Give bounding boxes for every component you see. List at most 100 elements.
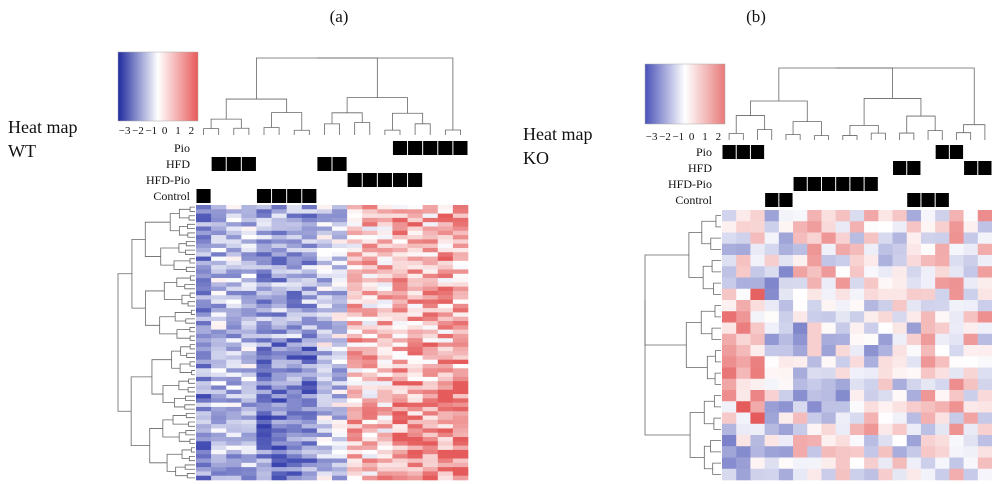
heatmap-cell: [437, 398, 454, 403]
heatmap-cell: [452, 445, 469, 451]
heatmap-cell: [452, 308, 469, 313]
heatmap-cell: [241, 295, 257, 300]
dendrogram-branch: [186, 352, 195, 358]
heatmap-cell: [301, 398, 318, 403]
group-marker: [821, 177, 836, 191]
heatmap-cell: [362, 372, 378, 378]
heatmap-cell: [226, 415, 242, 421]
heatmap-cell: [286, 338, 303, 343]
heatmap-cell: [949, 367, 964, 380]
heatmap-cell: [196, 282, 212, 287]
heatmap-cell: [949, 311, 964, 323]
heatmap-cell: [362, 411, 378, 416]
dendrogram-branch: [187, 232, 195, 238]
heatmap-cell: [196, 359, 212, 365]
heatmap-cell: [256, 299, 272, 305]
heatmap-cell: [835, 446, 851, 458]
heatmap-cell: [347, 368, 363, 373]
heatmap-cell: [286, 333, 303, 339]
heatmap-cell: [821, 390, 836, 402]
heatmap-cell: [750, 345, 765, 357]
heatmap-cell: [286, 394, 303, 399]
heatmap-cell: [362, 381, 378, 386]
heatmap-cell: [764, 288, 780, 301]
heatmap-cell: [362, 316, 378, 322]
heatmap-cell: [437, 325, 454, 330]
heatmap-cell: [437, 286, 454, 292]
heatmap-cell: [407, 256, 423, 262]
heatmap-cell: [377, 295, 393, 300]
dendrogram-branch: [189, 258, 195, 264]
heatmap-cell: [347, 424, 363, 429]
heatmap-cell: [437, 394, 454, 399]
heatmap-cell: [764, 435, 780, 447]
heatmap-cell: [196, 333, 212, 339]
heatmap-cell: [316, 205, 333, 210]
heatmap-cell: [362, 282, 378, 287]
heatmap-cell: [407, 462, 423, 468]
heatmap-cell: [392, 449, 408, 455]
heatmap-cell: [301, 226, 318, 232]
heatmap-cell: [949, 446, 964, 458]
heatmap-cell: [793, 367, 808, 380]
heatmap-cell: [437, 424, 454, 429]
heatmap-cell: [226, 269, 242, 275]
heatmap-cell: [332, 333, 348, 339]
heatmap-cell: [878, 345, 893, 357]
heatmap-cell: [422, 342, 439, 348]
heatmap-cell: [286, 243, 303, 249]
heatmap-cell: [722, 446, 737, 458]
heatmap-cell: [935, 288, 950, 301]
heatmap-cell: [316, 295, 333, 300]
heatmap-cell: [241, 355, 257, 360]
heatmap-cell: [437, 338, 454, 343]
heatmap-cell: [452, 363, 469, 369]
heatmap-cell: [835, 333, 851, 346]
heatmap-cell: [347, 230, 363, 236]
heatmap-cell: [793, 390, 808, 402]
heatmap-cell: [286, 406, 303, 412]
dendrogram-branch: [185, 395, 195, 401]
heatmap-cell: [452, 398, 469, 403]
heatmap-cell: [407, 286, 423, 292]
heatmap-cell: [271, 411, 287, 416]
heatmap-cell: [347, 278, 363, 283]
heatmap-cell: [722, 300, 737, 312]
heatmap-cell: [437, 260, 454, 266]
heatmap-cell: [362, 376, 378, 382]
heatmap-cell: [271, 230, 287, 236]
heatmap-cell: [392, 256, 408, 262]
heatmap-cell: [241, 290, 257, 296]
heatmap-cell: [271, 342, 287, 348]
heatmap-cell: [422, 226, 439, 232]
dendrogram-branch: [189, 438, 195, 444]
heatmap-cell: [764, 423, 780, 436]
heatmap-cell: [722, 311, 737, 323]
heatmap-cell: [864, 423, 879, 436]
group-marker: [241, 157, 256, 171]
heatmap-cell: [241, 411, 257, 416]
heatmap-cell: [778, 300, 794, 312]
dendrogram-branch: [849, 124, 879, 136]
group-marker: [765, 193, 779, 207]
heatmap-cell: [422, 282, 439, 287]
heatmap-cell: [241, 299, 257, 305]
heatmap-cell: [906, 468, 922, 481]
heatmap-cell: [286, 363, 303, 369]
heatmap-cell: [750, 468, 765, 481]
heatmap-cell: [362, 363, 378, 369]
heatmap-cell: [271, 419, 287, 425]
heatmap-cell: [301, 256, 318, 262]
heatmap-cell: [764, 412, 780, 425]
legend-tick-label: 2: [189, 125, 195, 137]
heatmap-cell: [377, 217, 393, 223]
heatmap-cell: [256, 398, 272, 403]
group-marker: [750, 145, 765, 159]
heatmap-cell: [963, 277, 979, 290]
heatmap-cell: [196, 273, 212, 279]
heatmap-cell: [422, 230, 439, 236]
heatmap-cell: [835, 378, 851, 391]
heatmap-cell: [821, 210, 836, 222]
heatmap-cell: [316, 454, 333, 459]
legend-tick-label: −2: [659, 131, 671, 143]
